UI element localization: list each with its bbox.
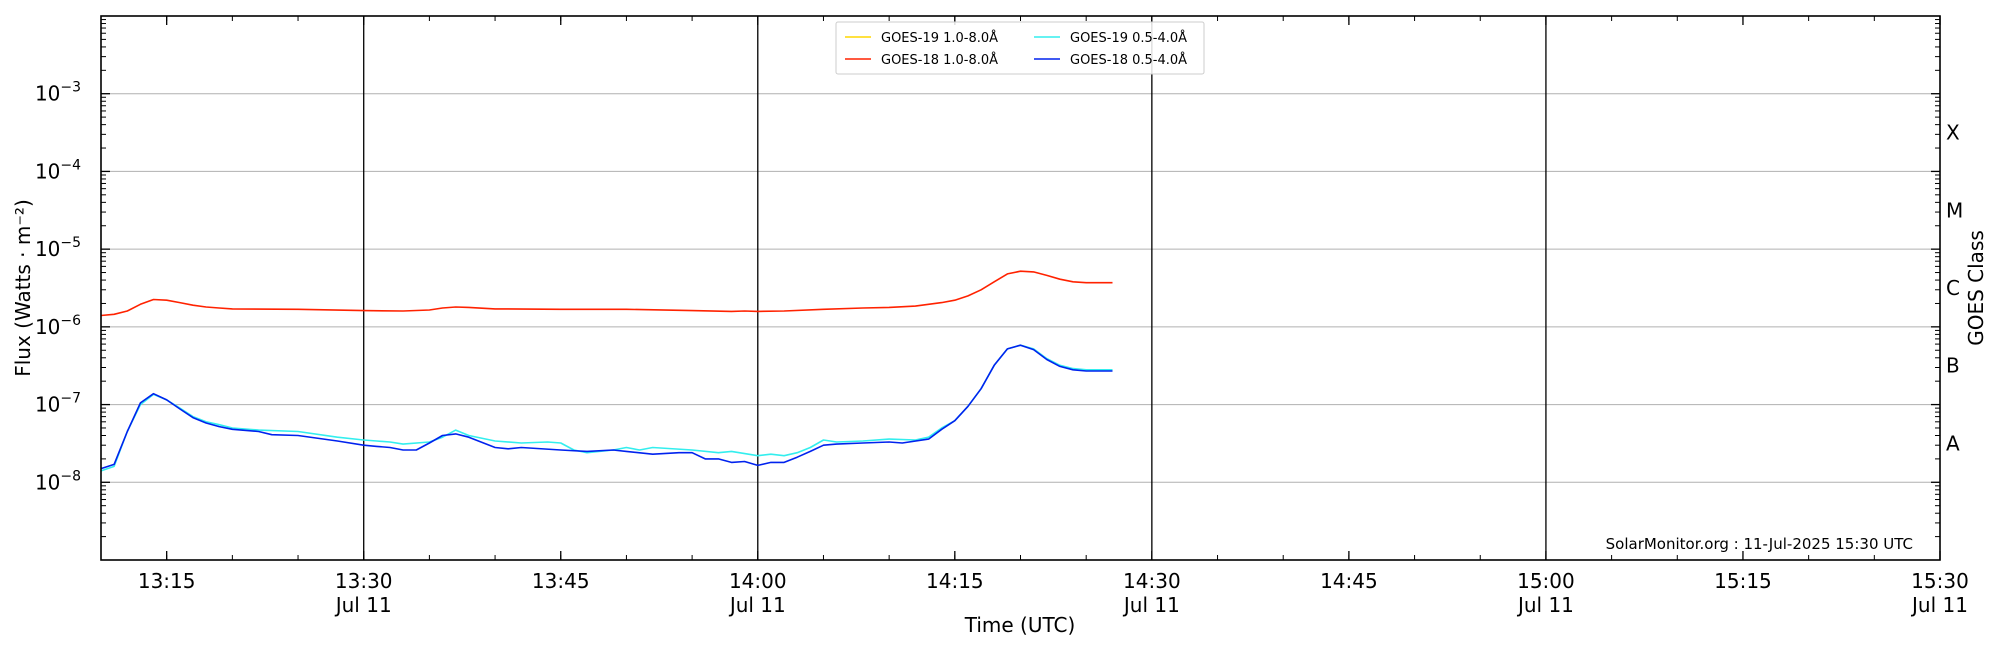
x-tick-date-label: Jul 11 — [1910, 593, 1968, 617]
series-line — [100, 344, 1113, 472]
plot-frame — [100, 15, 1941, 561]
series-layer — [100, 270, 1113, 472]
legend-box — [835, 21, 1205, 75]
series-line — [100, 344, 1113, 470]
x-tick-label: 14:15 — [926, 569, 984, 593]
y-tick-label: 10−8 — [35, 468, 81, 494]
x-tick-date-label: Jul 11 — [1122, 593, 1180, 617]
goes-class-label: A — [1946, 431, 1960, 455]
x-tick-label: 14:45 — [1320, 569, 1378, 593]
x-tick-date-label: Jul 11 — [1516, 593, 1574, 617]
y-axis-title: Flux (Watts · m⁻²) — [11, 199, 35, 377]
x-tick-label: 15:30 — [1911, 569, 1969, 593]
x-tick-label: 13:45 — [532, 569, 590, 593]
y-tick-label: 10−7 — [35, 391, 81, 417]
x-tick-label: 15:15 — [1714, 569, 1772, 593]
legend-label: GOES-18 0.5-4.0Å — [1070, 52, 1187, 68]
goes-class-label: C — [1946, 276, 1960, 300]
x-tick-date-label: Jul 11 — [334, 593, 392, 617]
goes-class-label: M — [1946, 198, 1963, 222]
legend-label: GOES-19 1.0-8.0Å — [881, 30, 998, 46]
y-tick-label: 10−3 — [35, 80, 81, 106]
x-tick-label: 13:30 — [335, 569, 393, 593]
legend: GOES-19 1.0-8.0Å GOES-18 1.0-8.0Å GOES-19 … — [835, 21, 1205, 75]
grid-layer — [101, 93, 1940, 483]
legend-label: GOES-18 1.0-8.0Å — [881, 52, 998, 68]
watermark: SolarMonitor.org : 11-Jul-2025 15:30 UTC — [1606, 535, 1913, 553]
y-tick-label: 10−4 — [35, 157, 81, 183]
goes-class-axis: A B C M X — [1946, 121, 1963, 456]
x-tick-date-label: Jul 11 — [728, 593, 786, 617]
y-axis: 10−8 10−7 10−6 10−5 10−4 10−3 — [35, 19, 1940, 538]
x-tick-label: 15:00 — [1517, 569, 1575, 593]
goes-class-label: X — [1946, 121, 1960, 145]
vertical-lines — [363, 16, 1547, 560]
x-tick-label: 14:00 — [729, 569, 787, 593]
y-tick-label: 10−5 — [35, 235, 81, 261]
x-tick-label: 13:15 — [138, 569, 196, 593]
right-axis-title: GOES Class — [1964, 230, 1988, 346]
x-tick-label: 14:30 — [1123, 569, 1181, 593]
x-axis-title: Time (UTC) — [964, 613, 1076, 637]
goes-class-label: B — [1946, 354, 1960, 378]
series-line — [100, 270, 1113, 317]
legend-label: GOES-19 0.5-4.0Å — [1070, 30, 1187, 46]
y-tick-label: 10−6 — [35, 313, 81, 339]
